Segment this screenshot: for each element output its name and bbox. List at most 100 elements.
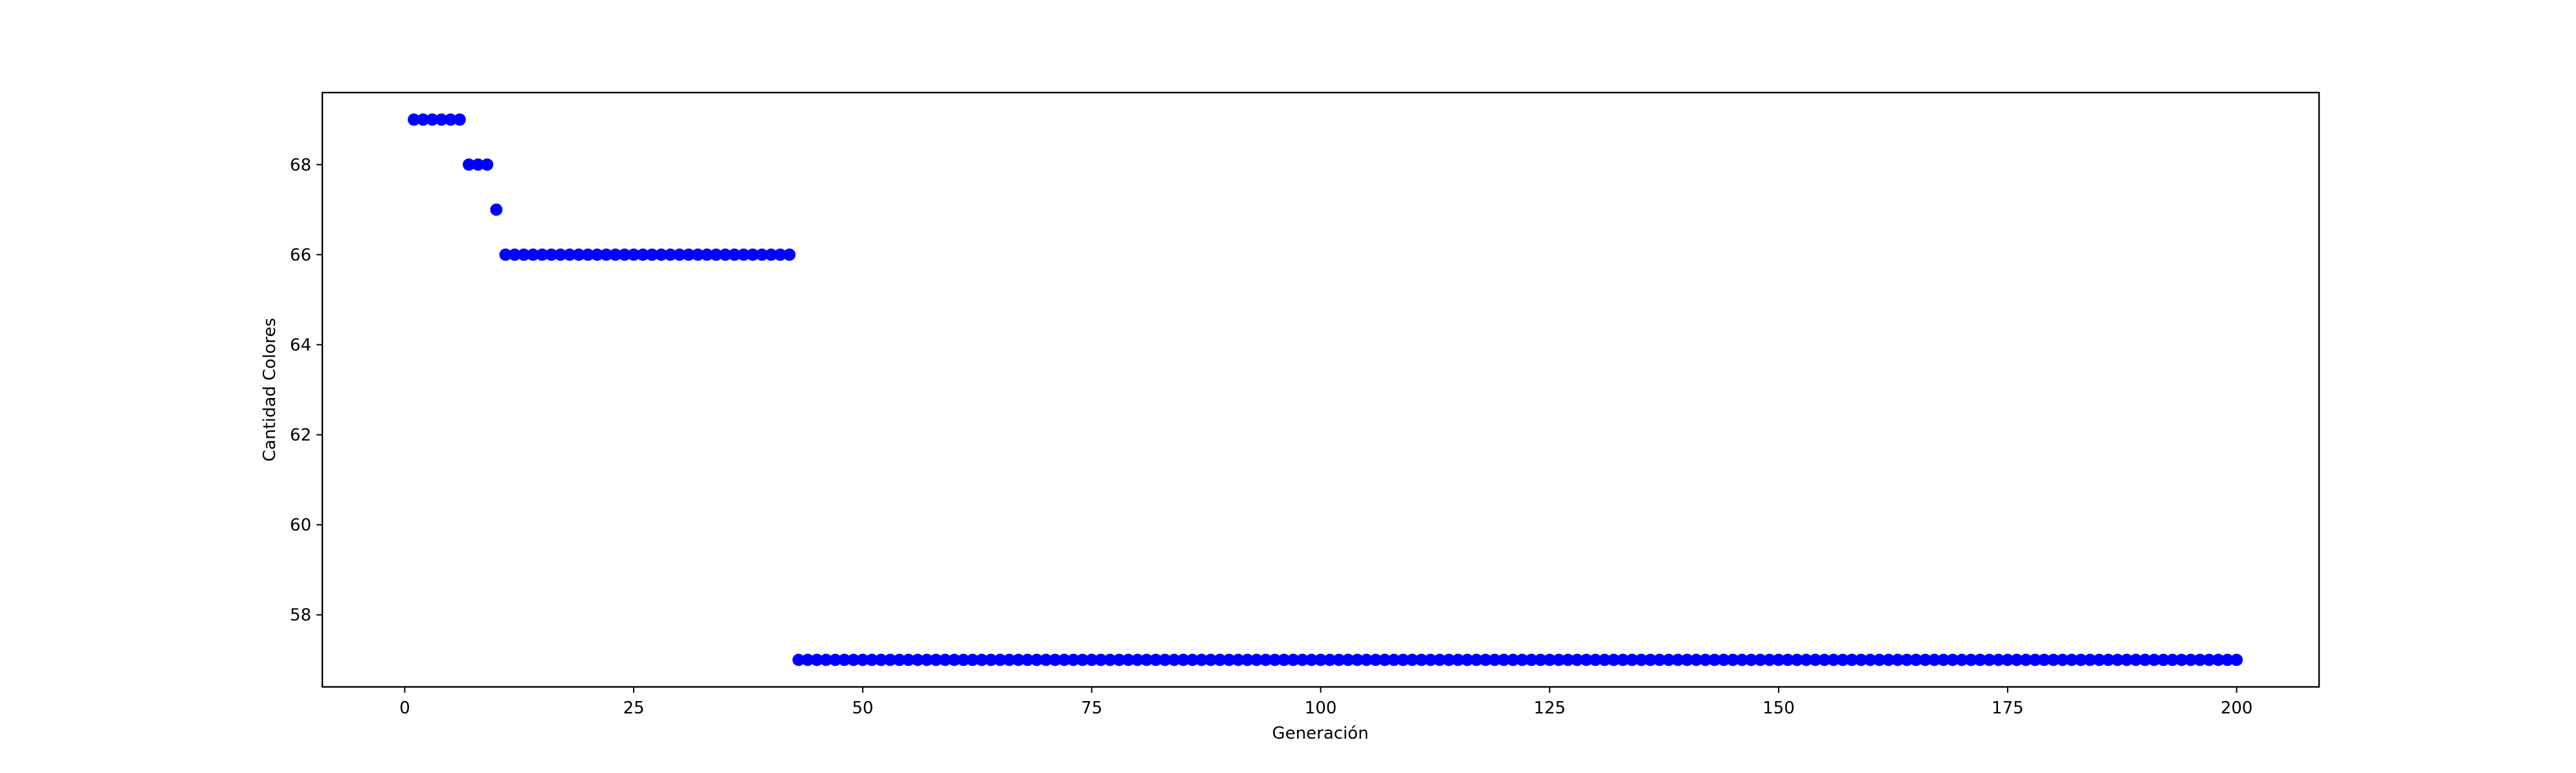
- data-point: [1241, 653, 1254, 666]
- data-point: [1543, 653, 1556, 666]
- x-tick-label: 50: [852, 699, 873, 718]
- data-point: [2074, 653, 2087, 666]
- data-point: [554, 248, 567, 261]
- data-point: [1159, 653, 1171, 666]
- data-point: [920, 653, 933, 666]
- data-point: [1864, 653, 1877, 666]
- data-point: [2138, 653, 2151, 666]
- data-point: [1635, 653, 1648, 666]
- data-point: [563, 248, 576, 261]
- y-tick-label: 68: [290, 155, 311, 175]
- data-point: [700, 248, 713, 261]
- data-point: [1360, 653, 1373, 666]
- data-point: [865, 653, 878, 666]
- data-point: [444, 113, 457, 126]
- data-point: [1626, 653, 1639, 666]
- data-point: [1140, 653, 1153, 666]
- data-point: [1827, 653, 1840, 666]
- data-point: [1452, 653, 1465, 666]
- data-point: [1039, 653, 1052, 666]
- data-point: [1845, 653, 1858, 666]
- data-point: [1589, 653, 1602, 666]
- data-point: [2166, 653, 2179, 666]
- data-point: [517, 248, 530, 261]
- data-point: [664, 248, 677, 261]
- data-point: [1717, 653, 1730, 666]
- data-point: [2102, 653, 2115, 666]
- data-point: [1928, 653, 1941, 666]
- data-point: [1754, 653, 1767, 666]
- data-point: [1488, 653, 1501, 666]
- data-point: [1534, 653, 1547, 666]
- data-point: [1836, 653, 1849, 666]
- data-point: [1681, 653, 1694, 666]
- data-point: [2037, 653, 2050, 666]
- data-point: [710, 248, 723, 261]
- data-point: [1470, 653, 1483, 666]
- data-point: [1315, 653, 1327, 666]
- data-point: [1644, 653, 1657, 666]
- data-point: [572, 248, 585, 261]
- data-point: [2019, 653, 2032, 666]
- data-point: [1964, 653, 1977, 666]
- data-point: [1873, 653, 1886, 666]
- data-point: [1076, 653, 1089, 666]
- data-point: [2230, 653, 2243, 666]
- data-point: [618, 248, 631, 261]
- data-point: [2065, 653, 2078, 666]
- data-point: [1269, 653, 1282, 666]
- data-point: [1049, 653, 1061, 666]
- data-point: [1397, 653, 1410, 666]
- data-point: [591, 248, 604, 261]
- data-point: [1983, 653, 1996, 666]
- data-point: [828, 653, 841, 666]
- data-point: [1433, 653, 1446, 666]
- data-point: [1552, 653, 1565, 666]
- data-point: [1854, 653, 1867, 666]
- x-tick-label: 200: [2221, 699, 2253, 718]
- y-tick-label: 58: [290, 606, 311, 625]
- data-point: [1058, 653, 1071, 666]
- data-point: [1149, 653, 1162, 666]
- data-point: [453, 113, 466, 126]
- data-point: [1260, 653, 1272, 666]
- data-point: [792, 653, 805, 666]
- data-point: [755, 248, 768, 261]
- data-point: [1507, 653, 1520, 666]
- data-point: [938, 653, 951, 666]
- data-point: [645, 248, 658, 261]
- data-point: [1379, 653, 1392, 666]
- data-point: [810, 653, 823, 666]
- data-point: [1406, 653, 1419, 666]
- data-point: [1094, 653, 1107, 666]
- data-point: [883, 653, 896, 666]
- data-point: [1003, 653, 1016, 666]
- data-point: [1809, 653, 1822, 666]
- data-point: [1516, 653, 1529, 666]
- data-point: [462, 158, 475, 171]
- x-tick-label: 125: [1533, 699, 1566, 718]
- data-point: [1085, 653, 1098, 666]
- data-point: [737, 248, 750, 261]
- data-point: [1296, 653, 1309, 666]
- data-point: [2157, 653, 2170, 666]
- data-point: [417, 113, 430, 126]
- data-point: [1781, 653, 1794, 666]
- data-point: [1067, 653, 1080, 666]
- data-point: [728, 248, 741, 261]
- data-points: [408, 113, 2243, 666]
- data-point: [1021, 653, 1034, 666]
- data-point: [1305, 653, 1318, 666]
- data-point: [2010, 653, 2023, 666]
- data-point: [1351, 653, 1364, 666]
- data-point: [1882, 653, 1895, 666]
- data-point: [1333, 653, 1346, 666]
- data-point: [1030, 653, 1043, 666]
- data-point: [1571, 653, 1584, 666]
- data-point: [2212, 653, 2225, 666]
- data-point: [1708, 653, 1721, 666]
- data-point: [682, 248, 695, 261]
- data-point: [627, 248, 640, 261]
- data-point: [2111, 653, 2124, 666]
